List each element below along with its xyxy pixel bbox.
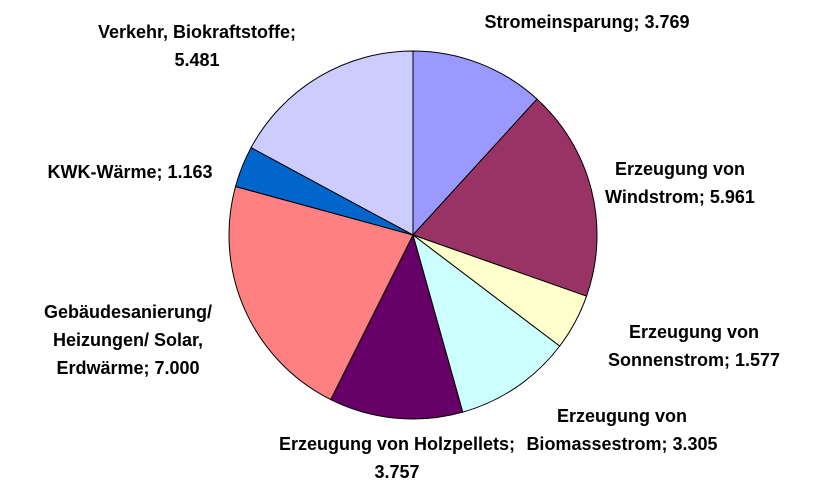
pie-slice — [412, 233, 561, 413]
label-value: 3.769 — [644, 12, 690, 32]
pie-slice — [330, 233, 464, 420]
pie-slice — [228, 185, 414, 401]
label-category: Erzeugung von Holzpellets — [278, 434, 510, 454]
label-category: Stromeinsparung — [484, 12, 634, 32]
label-separator: ; — [143, 358, 155, 378]
label-category: Erzeugung von Biomassestrom — [526, 406, 687, 454]
label-value: 1.163 — [167, 162, 213, 182]
label-separator: ; — [723, 350, 735, 370]
label-value: 5.961 — [709, 187, 755, 207]
slice-label: KWK-Wärme; 1.163 — [10, 158, 250, 186]
label-separator: ; — [661, 434, 673, 454]
pie-slice — [412, 50, 538, 237]
label-separator: ; — [156, 162, 168, 182]
label-category: Gebäudesanierung/ Heizungen/ Solar, Erdw… — [43, 302, 213, 378]
label-separator: ; — [698, 187, 710, 207]
label-value: 3.757 — [374, 462, 420, 482]
slice-label: Stromeinsparung; 3.769 — [480, 8, 695, 36]
slice-label: Verkehr, Biokraftstoffe; 5.481 — [82, 18, 312, 74]
label-value: 7.000 — [154, 358, 200, 378]
label-category: Erzeugung von Sonnenstrom — [607, 322, 759, 370]
slice-label: Erzeugung von Biomassestrom; 3.305 — [520, 402, 725, 458]
slice-label: Gebäudesanierung/ Heizungen/ Solar, Erdw… — [11, 298, 246, 382]
label-value: 1.577 — [734, 350, 781, 370]
label-category: Erzeugung von Windstrom — [605, 159, 745, 207]
pie-slice — [412, 98, 598, 297]
label-separator: ; — [633, 12, 645, 32]
slice-label: Erzeugung von Windstrom; 5.961 — [580, 155, 780, 211]
label-category: KWK-Wärme — [47, 162, 157, 182]
slice-label: Erzeugung von Sonnenstrom; 1.577 — [574, 318, 814, 374]
label-value: 5.481 — [174, 50, 220, 70]
label-category: Verkehr, Biokraftstoffe — [97, 22, 291, 42]
pie-slice — [250, 50, 414, 236]
slice-label: Erzeugung von Holzpellets; 3.757 — [270, 430, 525, 486]
label-value: 3.305 — [672, 434, 718, 454]
label-separator: ; — [290, 22, 297, 42]
label-separator: ; — [509, 434, 516, 454]
